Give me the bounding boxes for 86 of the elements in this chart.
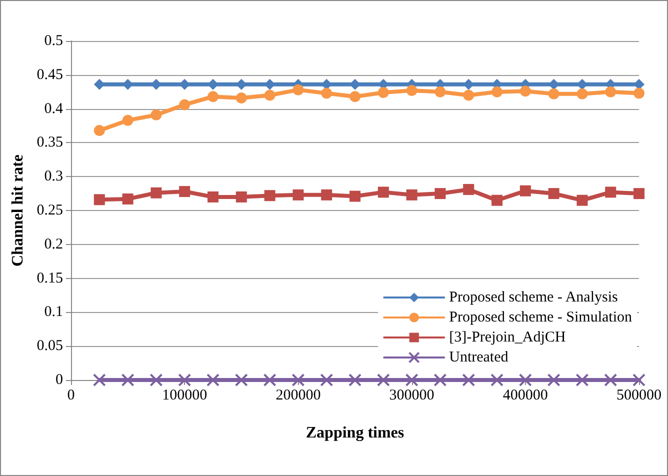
point [206, 374, 220, 386]
point [263, 374, 276, 386]
y-tick-label: 0.15 [36, 270, 63, 286]
point [463, 184, 474, 195]
point [605, 186, 616, 198]
point [376, 374, 390, 386]
point [208, 78, 218, 90]
point [150, 187, 162, 198]
point [492, 194, 502, 206]
y-tick-label: 0.05 [36, 338, 63, 354]
y-tick-label: 0.4 [44, 100, 64, 117]
point [236, 92, 247, 104]
y-tick-label: 0.1 [44, 304, 63, 320]
legend-label: Untreated [449, 350, 509, 366]
y-tick-label: 0.25 [36, 202, 63, 218]
point [463, 90, 474, 101]
point [292, 189, 304, 200]
point [576, 88, 588, 100]
point [94, 78, 105, 90]
point [406, 189, 418, 200]
point [208, 91, 218, 102]
y-tick-label: 0.5 [44, 33, 63, 49]
point [548, 188, 560, 200]
point [632, 374, 646, 386]
x-tick-label: 100000 [162, 388, 208, 404]
point [350, 78, 360, 90]
point [576, 194, 588, 206]
point [264, 90, 276, 101]
point [547, 374, 560, 386]
point [350, 190, 360, 202]
y-tick-label: 0.3 [44, 168, 63, 185]
point [121, 374, 134, 386]
point [634, 88, 644, 99]
y-axis-title: Channel hit rate [9, 154, 26, 266]
point [405, 374, 418, 386]
point [434, 374, 447, 386]
point [634, 188, 644, 200]
point [378, 186, 389, 198]
point [179, 186, 190, 198]
x-tick-label: 0 [67, 388, 75, 404]
point [150, 109, 162, 120]
point [94, 125, 105, 136]
y-tick-label: 0.45 [36, 66, 63, 83]
point [150, 374, 163, 386]
legend-label: Proposed scheme - Analysis [449, 290, 618, 306]
point [520, 86, 531, 97]
point [605, 86, 616, 98]
point [178, 374, 192, 386]
point [576, 374, 589, 386]
point [122, 114, 134, 126]
point [492, 86, 502, 98]
point [518, 374, 532, 386]
point [292, 374, 305, 386]
point [378, 87, 389, 98]
point [350, 91, 360, 102]
point [264, 190, 276, 202]
x-tick-label: 300000 [389, 388, 434, 404]
point [321, 189, 332, 200]
point [208, 191, 218, 202]
point [92, 374, 106, 386]
point [179, 99, 190, 110]
point [348, 374, 362, 386]
point [292, 84, 304, 96]
point [94, 194, 105, 206]
point [236, 191, 247, 202]
x-tick-label: 500000 [616, 388, 662, 404]
point [234, 374, 248, 386]
point [520, 185, 531, 196]
y-tick-label: 0 [56, 372, 63, 388]
point [604, 374, 618, 386]
point [434, 86, 446, 98]
legend-label: [3]-Prejoin_AdjCH [449, 330, 566, 346]
point [122, 193, 134, 204]
x-tick-label: 200000 [276, 388, 321, 404]
x-axis-title: Zapping times [306, 424, 404, 442]
point [434, 188, 446, 200]
point [321, 88, 332, 99]
point [548, 88, 560, 100]
y-tick-label: 0.2 [44, 236, 63, 252]
legend-label: Proposed scheme - Simulation [449, 310, 632, 326]
x-tick-label: 400000 [502, 388, 548, 404]
point [490, 374, 504, 386]
point [462, 374, 476, 386]
y-tick-label: 0.35 [36, 134, 63, 151]
point [406, 84, 418, 96]
point [320, 374, 334, 386]
